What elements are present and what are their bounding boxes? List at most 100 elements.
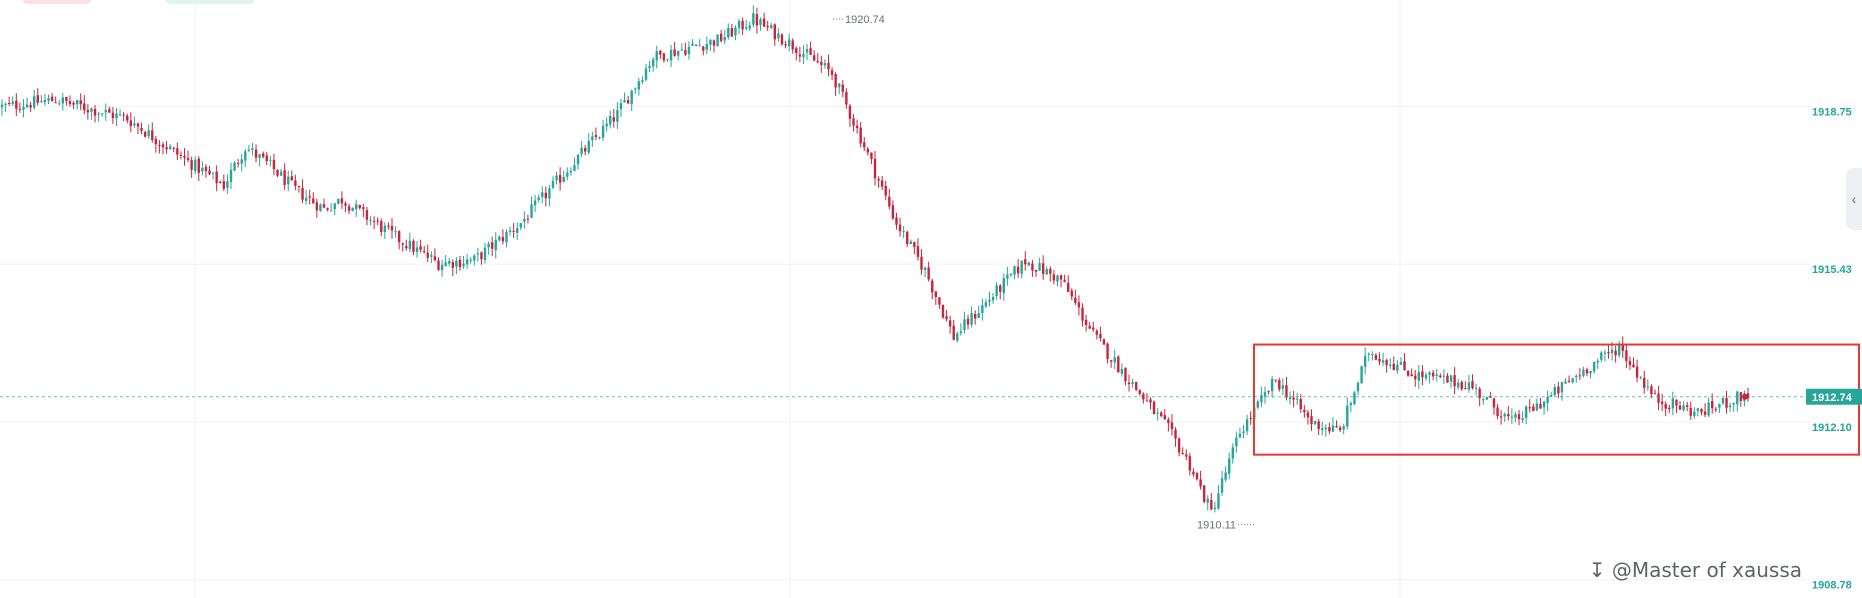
candle-body (884, 185, 887, 196)
candle-body (1503, 414, 1506, 417)
candle-body (1346, 405, 1349, 427)
price-axis: 1918.75 1915.43 1912.10 1908.78 1912.74 (1806, 107, 1862, 592)
candle-body (759, 19, 762, 25)
grid (0, 0, 1810, 598)
candle-body (866, 148, 870, 153)
candle-body (716, 34, 719, 47)
candle-body (1392, 363, 1395, 371)
candle-body (111, 112, 115, 119)
candle-body (1102, 339, 1106, 345)
candle-body (537, 197, 540, 201)
candle-body (1213, 507, 1217, 510)
candle-body (136, 123, 140, 127)
watermark-text: ↧ @Master of xaussa (1588, 558, 1802, 582)
candle-body (830, 70, 834, 75)
candle-body (1099, 333, 1102, 339)
candle-body (1228, 458, 1231, 474)
candle-body (952, 325, 955, 340)
candle-body (841, 84, 844, 92)
candle-body (1317, 421, 1320, 430)
candle-body (1378, 358, 1381, 362)
candle-body (637, 81, 641, 90)
candle-body (1639, 377, 1642, 379)
candle-body (1628, 360, 1632, 366)
candle-body (1746, 393, 1750, 399)
candle-body (773, 24, 777, 40)
candle-body (1464, 388, 1467, 390)
candle-body (1643, 377, 1646, 388)
candle-body (1185, 454, 1188, 457)
candle-body (541, 192, 544, 198)
candle-body (551, 180, 555, 188)
candle-body (312, 198, 315, 204)
chevron-left-icon[interactable]: ‹ (1846, 168, 1862, 230)
candle-body (1381, 360, 1385, 363)
candle-body (705, 44, 709, 50)
candle-body (1557, 386, 1560, 394)
candle-body (1625, 350, 1628, 361)
candle-body (906, 231, 909, 245)
candle-body (723, 37, 726, 41)
candle-body (11, 101, 14, 104)
candle-body (626, 100, 630, 104)
candle-body (1174, 429, 1177, 439)
candle-body (65, 96, 68, 102)
candle-body (838, 83, 841, 88)
candle-body (1360, 366, 1363, 384)
candle-body (630, 90, 633, 105)
candle-body (319, 204, 322, 212)
candle-body (1152, 401, 1156, 415)
candle-body (1421, 371, 1424, 378)
candle-body (501, 237, 505, 242)
candle-body (601, 125, 605, 138)
candle-body (29, 105, 32, 108)
candle-body (902, 231, 905, 233)
candle-body (791, 40, 794, 50)
candle-body (1668, 407, 1671, 409)
candle-body (1714, 408, 1717, 410)
candle-body (1603, 352, 1607, 354)
candle-body (344, 203, 347, 206)
candle-body (444, 262, 447, 267)
candle-body (580, 147, 583, 155)
candle-body (1449, 375, 1453, 382)
candle-body (1342, 426, 1345, 430)
candle-body (469, 259, 472, 261)
candle-body (977, 313, 980, 318)
candle-body (151, 130, 154, 141)
candle-body (294, 180, 297, 186)
candle-body (898, 224, 902, 232)
candle-body (358, 205, 361, 208)
candle-body (770, 25, 773, 28)
candle-body (462, 263, 465, 267)
candle-body (1539, 403, 1542, 409)
candle-body (834, 74, 837, 88)
candle-body (555, 175, 558, 181)
candle-body (591, 136, 594, 141)
candle-body (766, 25, 769, 28)
candle-body (301, 187, 304, 200)
candle-body (795, 48, 798, 54)
candle-body (194, 159, 197, 172)
candle-body (494, 239, 497, 251)
candle-body (859, 127, 862, 144)
candle-body (913, 241, 916, 247)
candle-body (118, 114, 122, 116)
candle-body (1456, 382, 1460, 388)
candle-body (1292, 397, 1295, 400)
candle-body (1485, 397, 1489, 400)
candle-body (390, 225, 394, 231)
candle-body (258, 154, 261, 158)
candle-body (1027, 262, 1031, 266)
candle-body (1045, 269, 1048, 275)
candle-body (1081, 307, 1084, 321)
candle-body (1410, 374, 1413, 377)
candle-body (1660, 401, 1664, 405)
candle-body (254, 149, 258, 158)
candle-body (419, 246, 422, 250)
candle-body (508, 230, 512, 232)
candle-body (290, 176, 294, 181)
candle-body (737, 21, 741, 28)
